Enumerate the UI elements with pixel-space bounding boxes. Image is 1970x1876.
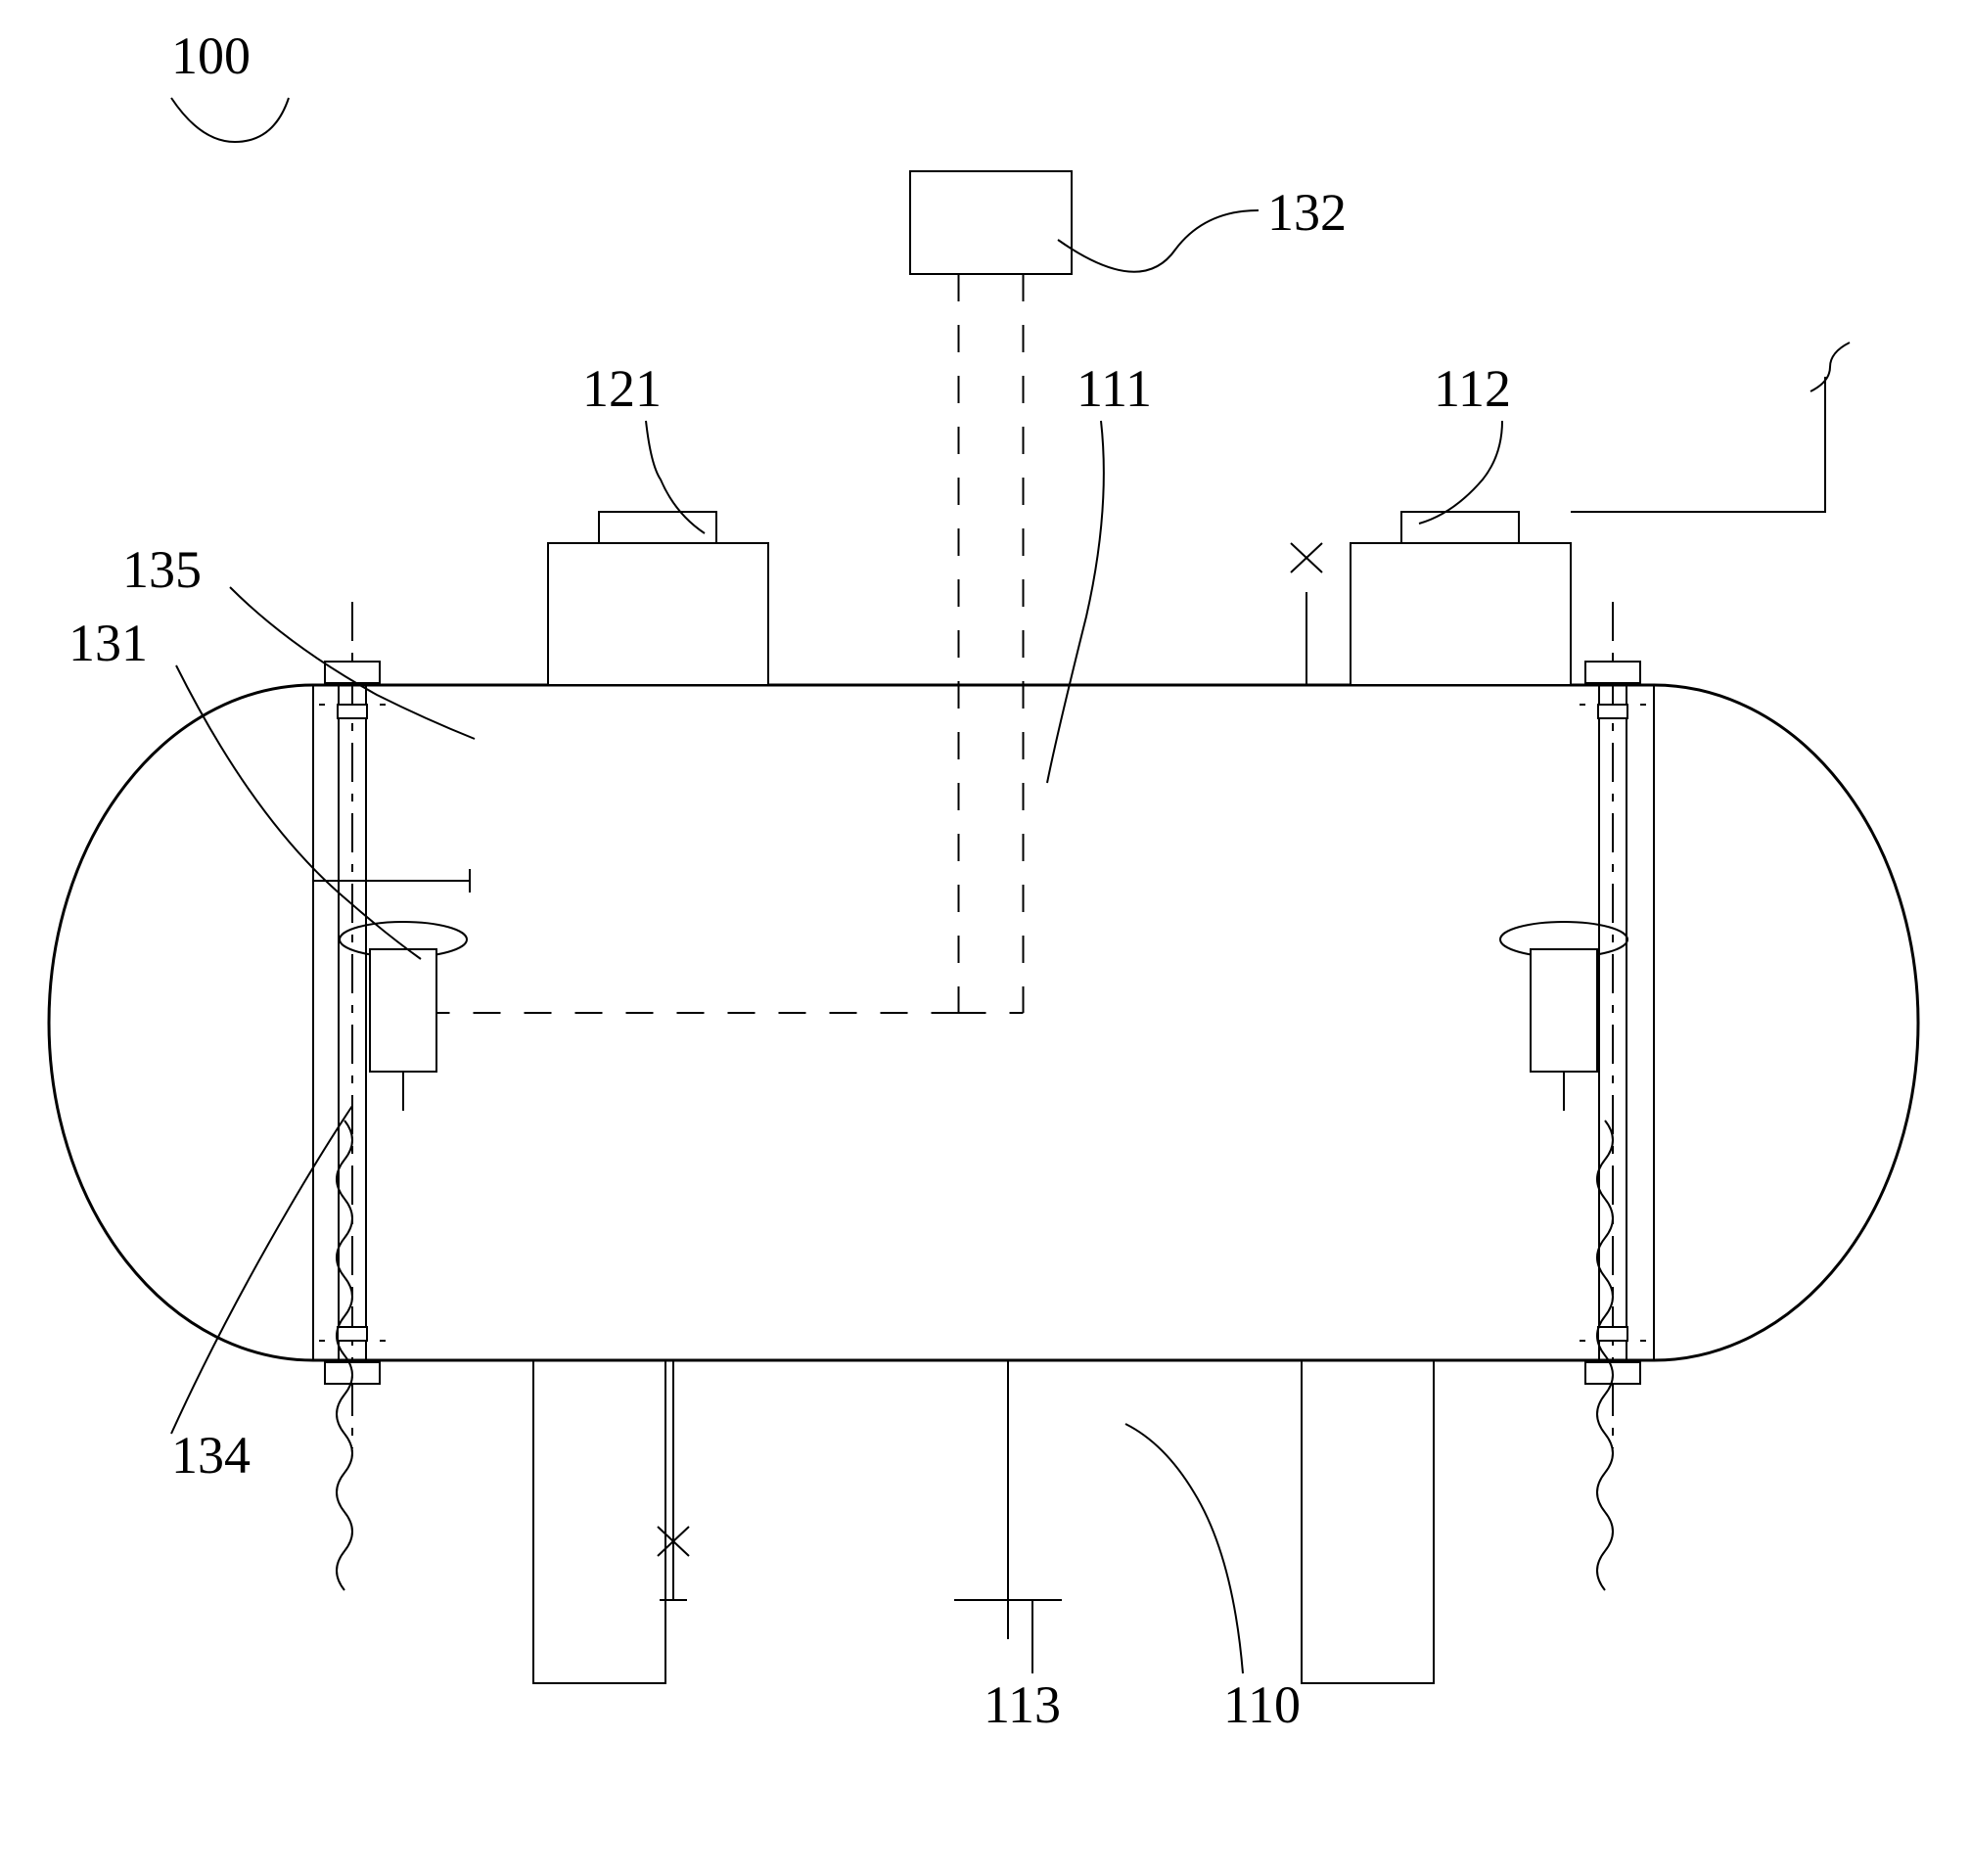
leg-left <box>533 1360 665 1683</box>
ref-121: 121 <box>582 359 662 418</box>
tank-body <box>49 685 1918 1360</box>
leader-ref110 <box>1125 1424 1243 1673</box>
ref-111: 111 <box>1077 359 1152 418</box>
ref-134: 134 <box>171 1426 251 1485</box>
leg-right <box>1302 1360 1434 1683</box>
leader-ref100 <box>171 98 289 142</box>
ref-131: 131 <box>69 614 148 672</box>
leader-ref111 <box>1047 421 1104 783</box>
float-body-left <box>370 949 436 1072</box>
nozzle-121 <box>548 543 768 685</box>
ref-113: 113 <box>984 1675 1061 1734</box>
outlet-pipe <box>1571 377 1825 512</box>
float-body-right <box>1531 949 1597 1072</box>
ref-112: 112 <box>1434 359 1511 418</box>
nozzle-112 <box>1351 543 1571 685</box>
top-valve-icon <box>1291 543 1322 572</box>
leader-ref132 <box>1058 210 1259 272</box>
controller-132 <box>910 171 1072 274</box>
leader-ref112 <box>1419 421 1502 524</box>
ref-135: 135 <box>122 540 202 599</box>
ref-100: 100 <box>171 26 251 85</box>
ref-132: 132 <box>1267 183 1347 242</box>
ref-110: 110 <box>1223 1675 1301 1734</box>
